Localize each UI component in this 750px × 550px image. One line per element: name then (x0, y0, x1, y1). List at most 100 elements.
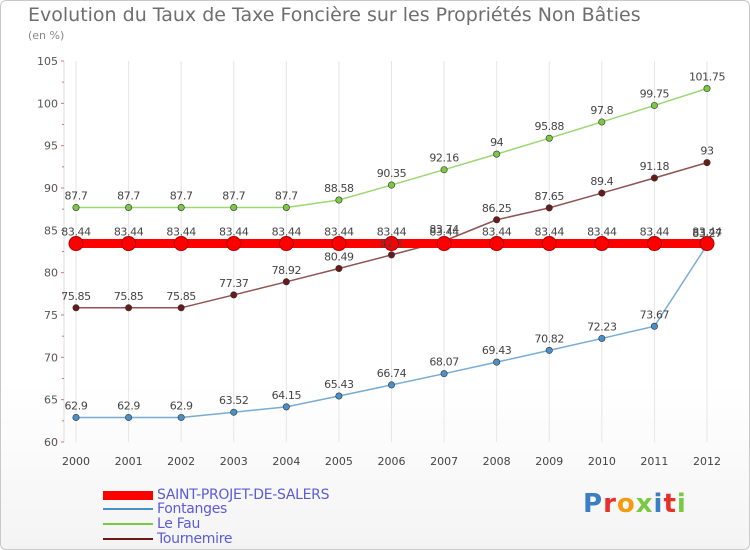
series-point-1 (545, 346, 553, 354)
x-tick-label: 2010 (588, 455, 616, 468)
series-point-0 (646, 236, 662, 252)
data-label: 83.44 (377, 226, 407, 239)
x-tick-label: 2001 (115, 455, 143, 468)
legend-label-tournemire: Tournemire (157, 531, 233, 547)
data-label: 91.18 (640, 160, 670, 173)
series-point-3 (545, 204, 553, 212)
series-point-3 (335, 265, 343, 273)
data-label: 88.58 (324, 182, 354, 195)
y-tick-label: 105 (37, 55, 58, 68)
x-tick-label: 2004 (272, 455, 300, 468)
data-label: 92.16 (429, 152, 459, 165)
x-tick-label: 2011 (640, 455, 668, 468)
data-label: 83.44 (219, 226, 249, 239)
x-tick-label: 2000 (62, 455, 90, 468)
series-point-0 (121, 236, 137, 252)
legend-item-saint-projet: SAINT-PROJET-DE-SALERS (103, 487, 329, 503)
series-point-2 (282, 203, 290, 211)
data-label: 83.44 (324, 226, 354, 239)
series-point-1 (650, 322, 658, 330)
series-point-2 (598, 118, 606, 126)
series-point-1 (282, 403, 290, 411)
data-label: 83.44 (587, 226, 617, 239)
logo-letter: x (635, 489, 654, 519)
data-label: 86.25 (482, 202, 512, 215)
x-tick-label: 2002 (167, 455, 195, 468)
data-label: 97.8 (590, 104, 613, 117)
series-point-0 (384, 236, 399, 252)
data-label: 90.35 (377, 167, 407, 180)
x-tick-label: 2012 (693, 455, 721, 468)
series-point-2 (177, 203, 185, 211)
series-point-0 (331, 236, 347, 252)
data-label: 70.82 (535, 332, 565, 345)
series-point-2 (703, 85, 711, 93)
y-tick-label: 65 (44, 394, 58, 407)
logo-letter: r (603, 489, 617, 519)
series-point-2 (650, 101, 658, 109)
series-point-0 (699, 236, 715, 252)
data-label: 94 (490, 136, 504, 149)
data-label: 83.44 (692, 226, 722, 239)
data-label: 87.7 (170, 189, 193, 202)
data-label: 83.44 (429, 226, 459, 239)
y-tick-label: 90 (44, 182, 58, 195)
series-point-3 (72, 304, 80, 312)
data-label: 77.37 (219, 277, 249, 290)
x-tick-label: 2008 (483, 455, 511, 468)
x-tick-label: 2005 (325, 455, 353, 468)
series-point-3 (598, 189, 606, 197)
x-tick-label: 2007 (430, 455, 458, 468)
series-point-3 (493, 216, 501, 224)
series-point-2 (545, 134, 553, 142)
y-tick-label: 100 (37, 97, 58, 110)
legend-item-fontanges: Fontanges (103, 501, 227, 517)
series-point-2 (387, 181, 395, 189)
x-tick-label: 2006 (378, 455, 406, 468)
data-label: 87.7 (275, 189, 298, 202)
legend-label-le-fau: Le Fau (157, 516, 201, 532)
data-label: 101.75 (689, 71, 725, 84)
data-label: 87.7 (222, 189, 245, 202)
series-point-2 (230, 203, 238, 211)
series-point-3 (230, 291, 238, 299)
data-label: 83.44 (535, 226, 565, 239)
series-point-1 (230, 408, 238, 416)
series-point-3 (177, 304, 185, 312)
data-label: 75.85 (166, 290, 196, 303)
y-tick-label: 60 (44, 436, 58, 449)
y-tick-label: 75 (44, 309, 58, 322)
data-label: 64.15 (272, 389, 302, 402)
data-label: 62.9 (117, 399, 140, 412)
logo-letter: P (583, 489, 604, 519)
data-label: 87.65 (535, 190, 565, 203)
data-label: 69.43 (482, 344, 512, 357)
series-point-2 (72, 203, 80, 211)
data-label: 65.43 (324, 378, 354, 391)
data-label: 82.1 (380, 237, 403, 250)
series-point-1 (335, 392, 343, 400)
series-point-2 (440, 166, 448, 174)
proxiti-logo: Proxiti (583, 489, 687, 519)
data-label: 83.27 (692, 227, 722, 240)
data-label: 93 (700, 145, 714, 158)
data-label: 62.9 (65, 399, 88, 412)
chart-title: Evolution du Taux de Taxe Foncière sur l… (28, 4, 641, 26)
legend-item-tournemire: Tournemire (103, 531, 233, 547)
data-label: 83.44 (114, 226, 144, 239)
series-point-1 (125, 413, 133, 421)
data-label: 63.52 (219, 394, 249, 407)
data-label: 87.7 (65, 189, 88, 202)
data-label: 68.07 (429, 356, 459, 369)
series-point-1 (387, 381, 395, 389)
series-point-1 (72, 413, 80, 421)
series-point-3 (125, 304, 133, 312)
series-point-2 (493, 150, 501, 158)
data-label: 75.85 (61, 290, 91, 303)
legend-swatch-le-fau (103, 523, 153, 525)
series-point-3 (650, 174, 658, 182)
data-label: 62.9 (170, 399, 193, 412)
series-point-1 (598, 334, 606, 342)
series-point-3 (387, 251, 395, 259)
y-axis-unit-label: (en %) (28, 29, 65, 42)
